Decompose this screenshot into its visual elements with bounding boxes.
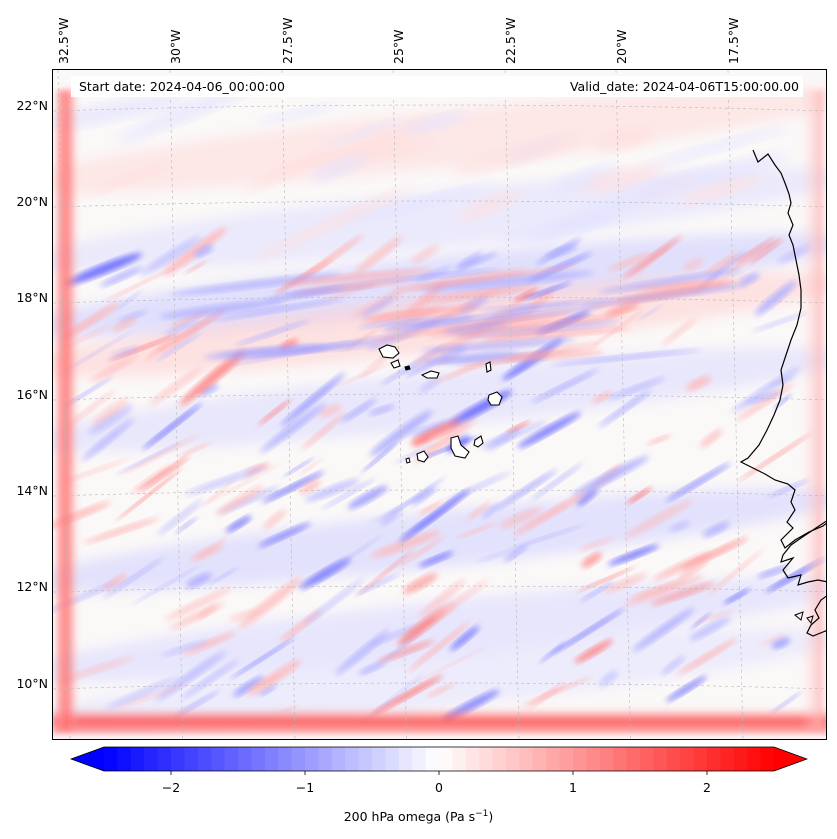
graticule	[53, 70, 826, 739]
colorbar-tick-label: −1	[295, 780, 315, 795]
colorbar-segment	[104, 747, 118, 771]
colorbar-tick-label: −2	[161, 780, 181, 795]
cape-verde-sal	[485, 361, 492, 373]
longitude-label: 30°W	[168, 29, 183, 64]
colorbar-segment	[211, 747, 226, 771]
colorbar-segment	[224, 747, 239, 771]
cape-verde-boa-vista	[487, 391, 503, 406]
africa-coastline	[739, 149, 826, 549]
latitude-label: 20°N	[16, 194, 48, 209]
longitude-label: 32.5°W	[56, 17, 71, 64]
colorbar-segment	[626, 747, 641, 771]
colorbar-segment	[251, 747, 266, 771]
longitude-label: 22.5°W	[503, 17, 518, 64]
guinea-coast	[806, 595, 826, 637]
cape-verde-sao-nicolau	[420, 370, 440, 379]
colorbar-title-end: )	[488, 809, 494, 825]
cape-verde-maio	[473, 435, 484, 448]
colorbar-title-superscript: −1	[475, 809, 489, 819]
colorbar-extend-max	[774, 747, 807, 771]
colorbar-segment	[305, 747, 319, 771]
latitude-label: 18°N	[16, 290, 48, 305]
colorbar-segment	[318, 747, 333, 771]
colorbar-segment	[546, 747, 561, 771]
colorbar-segment	[117, 747, 132, 771]
colorbar-segment	[720, 747, 735, 771]
colorbar-segment	[599, 747, 614, 771]
omega-field-pattern	[53, 80, 826, 732]
colorbar-tick-label: 1	[569, 780, 577, 795]
colorbar-outline	[70, 746, 808, 772]
colorbar-segment	[465, 747, 480, 771]
colorbar-segment	[157, 747, 172, 771]
africa-coastline-south	[780, 520, 826, 586]
colorbar-segment	[345, 747, 360, 771]
latitude-label: 22°N	[16, 98, 48, 113]
colorbar-segment	[640, 747, 654, 771]
cape-verde-fogo	[416, 450, 429, 463]
longitude-label: 25°W	[391, 29, 406, 64]
colorbar-segment	[760, 747, 775, 771]
colorbar-segment	[331, 747, 346, 771]
bijagos-islands	[794, 611, 814, 625]
colorbar-segment	[492, 747, 507, 771]
colorbar-segment	[171, 747, 185, 771]
date-info-bar	[71, 76, 803, 97]
colorbar-segment	[439, 747, 453, 771]
colorbar-segment	[278, 747, 293, 771]
colorbar-segment	[613, 747, 628, 771]
omega-field-map	[53, 70, 826, 739]
start-date-label: Start date: 2024-04-06_00:00:00	[79, 79, 285, 94]
colorbar-segment	[144, 747, 159, 771]
colorbar-segment	[733, 747, 748, 771]
colorbar-title: 200 hPa omega (Pa s−1)	[0, 809, 837, 824]
latitude-label: 12°N	[16, 579, 48, 594]
cape-verde-brava	[405, 457, 411, 464]
colorbar-segment	[385, 747, 400, 771]
colorbar-title-text: 200 hPa omega (Pa s	[343, 809, 476, 825]
colorbar-segment	[559, 747, 574, 771]
colorbar-segment	[653, 747, 668, 771]
colorbar-segment	[197, 747, 212, 771]
colorbar-segment	[586, 747, 601, 771]
colorbar-segment	[238, 747, 252, 771]
cape-verde-santiago	[450, 435, 470, 459]
latitude-label: 14°N	[16, 483, 48, 498]
colorbar-segment	[479, 747, 494, 771]
colorbar-segment	[680, 747, 695, 771]
colorbar-segment	[184, 747, 199, 771]
colorbar	[70, 746, 808, 775]
colorbar-segment	[398, 747, 413, 771]
colorbar-segment	[425, 747, 440, 771]
longitude-label: 27.5°W	[280, 17, 295, 64]
map-panel: Start date: 2024-04-06_00:00:00 Valid_da…	[52, 69, 827, 740]
colorbar-segment	[358, 747, 373, 771]
colorbar-tick-label: 2	[703, 780, 711, 795]
colorbar-segment	[264, 747, 279, 771]
longitude-label: 20°W	[614, 29, 629, 64]
colorbar-segment	[506, 747, 520, 771]
latitude-label: 16°N	[16, 387, 48, 402]
colorbar-extend-min	[71, 747, 104, 771]
colorbar-segment	[573, 747, 587, 771]
colorbar-segment	[412, 747, 427, 771]
colorbar-segment	[291, 747, 306, 771]
colorbar-tick-label: 0	[435, 780, 443, 795]
colorbar-segment	[519, 747, 534, 771]
colorbar-segment	[747, 747, 762, 771]
colorbar-segment	[130, 747, 145, 771]
cape-verde-santa-luzia	[404, 365, 411, 371]
latitude-label: 10°N	[16, 676, 48, 691]
colorbar-segment	[666, 747, 681, 771]
cape-verde-santo-antao	[378, 344, 400, 359]
colorbar-segment	[372, 747, 386, 771]
valid-date-label: Valid_date: 2024-04-06T15:00:00.00	[569, 79, 799, 94]
colorbar-segment	[693, 747, 708, 771]
coastline	[378, 149, 826, 637]
longitude-label: 17.5°W	[726, 17, 741, 64]
colorbar-segment	[452, 747, 467, 771]
colorbar-segment	[707, 747, 721, 771]
cape-verde-sao-vicente	[390, 359, 401, 369]
colorbar-segment	[532, 747, 547, 771]
